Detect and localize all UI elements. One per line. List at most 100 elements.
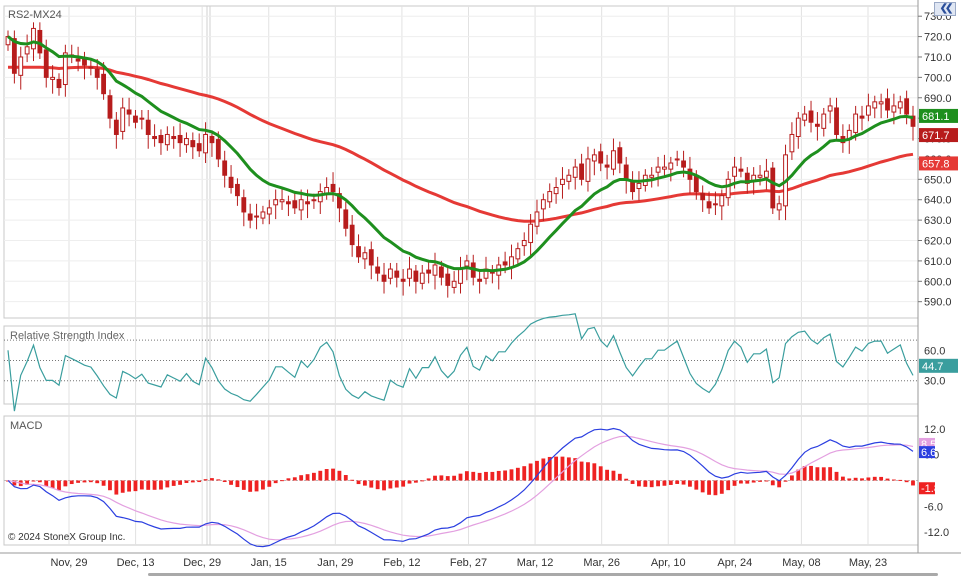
candle-body — [158, 134, 164, 144]
candle-body — [145, 119, 151, 135]
macd-histogram-bar — [694, 480, 699, 490]
candle-body — [776, 203, 782, 211]
candles — [5, 22, 916, 298]
candle-body — [190, 140, 196, 148]
candle-body — [139, 117, 145, 120]
macd-histogram-bar — [433, 475, 437, 481]
macd-histogram-bar — [815, 467, 820, 481]
macd-histogram-bar — [662, 480, 667, 486]
candle-body — [732, 166, 737, 177]
macd-histogram-bar — [885, 478, 890, 481]
macd-histogram-bar — [751, 480, 756, 483]
rsi-line — [7, 313, 914, 412]
price-tick-label: 690.0 — [924, 93, 952, 105]
macd-histogram-bar — [37, 480, 42, 483]
horizontal-scrollbar[interactable] — [148, 573, 938, 576]
macd-histogram-bar — [350, 479, 355, 481]
macd-histogram-bar — [630, 480, 635, 484]
candle-body — [757, 174, 763, 178]
macd-histogram-bar — [490, 471, 495, 481]
macd-histogram-bar — [688, 480, 692, 487]
macd-histogram-bar — [69, 480, 74, 485]
macd-histogram-bar — [356, 480, 361, 485]
macd-histogram-bar — [254, 480, 259, 492]
macd-histogram-bar — [44, 480, 49, 487]
macd-histogram-bar — [898, 479, 903, 481]
time-tick-label: May, 08 — [782, 557, 820, 569]
candle-body — [655, 166, 661, 173]
time-tick-label: Feb, 27 — [450, 557, 487, 569]
macd-histogram-bar — [95, 480, 100, 484]
candle-body — [311, 199, 317, 202]
rsi-tick-label: 60.0 — [924, 345, 945, 357]
candle-body — [120, 107, 126, 132]
candle-body — [515, 248, 521, 260]
candle-body — [464, 260, 470, 267]
macd-histogram-bar — [471, 471, 476, 481]
candle-body — [62, 52, 68, 86]
candle-body — [770, 167, 776, 209]
candle-body — [802, 113, 808, 121]
candle-body — [260, 211, 266, 219]
macd-histogram-bar — [190, 480, 195, 483]
macd-histogram-bar — [675, 480, 680, 484]
price-tick-label: 640.0 — [924, 195, 952, 207]
price-panel-title: RS2-MX24 — [8, 9, 62, 21]
macd-histogram-bar — [828, 467, 833, 481]
scroll-back-button[interactable]: ❮❮ — [934, 2, 956, 16]
macd-histogram-bar — [477, 472, 482, 481]
candle-body — [821, 113, 827, 129]
candle-body — [719, 195, 725, 207]
time-tick-label: Apr, 10 — [651, 557, 686, 569]
macd-histogram-bar — [82, 480, 87, 483]
candle-body — [611, 150, 616, 170]
macd-histogram-bar — [904, 480, 909, 483]
macd-histogram-bar — [528, 463, 533, 481]
macd-histogram-bar — [866, 477, 871, 481]
candle-body — [445, 273, 451, 286]
macd-histogram-bar — [388, 480, 393, 489]
candle-body — [853, 113, 859, 133]
macd-histogram-bar — [146, 480, 151, 490]
candle-body — [540, 199, 546, 210]
candle-body — [681, 160, 686, 168]
macd-histogram-bar — [152, 480, 157, 490]
macd-histogram-bar — [50, 480, 55, 489]
candle-body — [706, 201, 712, 209]
macd-histogram-bar — [758, 480, 762, 482]
candle-body — [738, 168, 744, 172]
candle-body — [356, 246, 361, 258]
axes: Nov, 29 Dec, 13 Dec, 29 Jan, 15 Jan, 29 Feb, … — [0, 0, 961, 569]
macd-histogram-bar — [31, 480, 36, 482]
candle-body — [88, 66, 94, 69]
candle-body — [591, 154, 597, 162]
macd-value-label: -1.8 — [921, 483, 940, 495]
macd-histogram-bar — [560, 456, 565, 481]
macd-histogram-bar — [554, 456, 559, 481]
candle-body — [598, 151, 604, 164]
macd-histogram-bar — [668, 480, 673, 485]
macd-histogram-bar — [420, 480, 425, 482]
macd-histogram-bar — [847, 478, 852, 481]
candle-body — [368, 249, 374, 266]
time-tick-label: Jan, 29 — [317, 557, 353, 569]
candle-body — [419, 272, 425, 284]
candle-body — [814, 123, 820, 127]
candle-body — [630, 180, 635, 193]
candle-body — [292, 200, 298, 209]
macd-tick-label: -6.0 — [924, 501, 943, 513]
macd-value-label: 6.6 — [921, 447, 936, 459]
macd-histogram-bar — [273, 480, 278, 484]
candle-body — [451, 280, 457, 288]
macd-histogram-bar — [248, 480, 253, 492]
candle-body — [133, 115, 138, 123]
macd-histogram-bar — [834, 471, 839, 481]
time-tick-label: May, 23 — [849, 557, 887, 569]
candle-body — [604, 164, 610, 168]
macd-histogram-bar — [267, 480, 272, 487]
candle-body — [343, 209, 349, 229]
candle-body — [744, 172, 750, 184]
macd-histogram-bar — [299, 475, 304, 481]
candle-body — [203, 133, 208, 154]
ma-long-layer — [8, 65, 914, 223]
